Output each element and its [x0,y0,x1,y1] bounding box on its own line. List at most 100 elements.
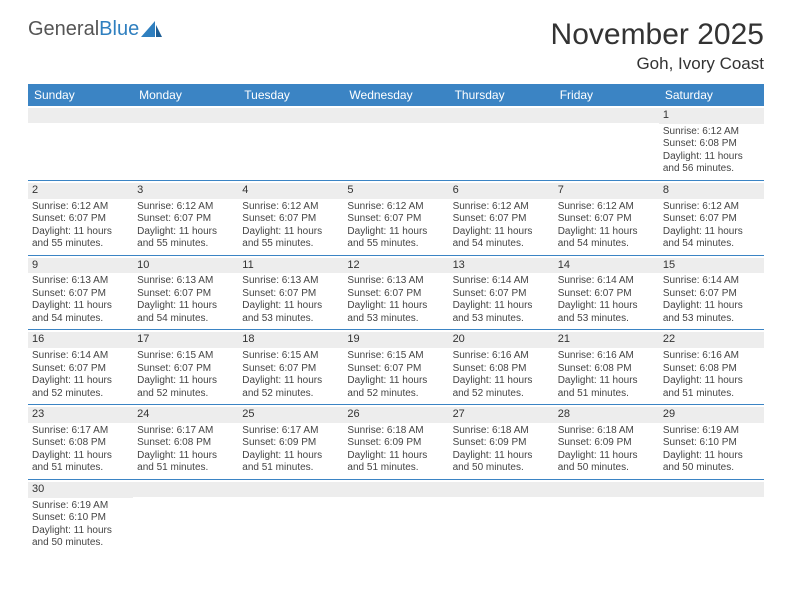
weekday-label: Thursday [449,84,554,106]
day-details: Sunrise: 6:13 AMSunset: 6:07 PMDaylight:… [347,275,444,325]
day-cell: 8Sunrise: 6:12 AMSunset: 6:07 PMDaylight… [659,181,764,255]
day-cell: 16 Sunrise: 6:14 AMSunset: 6:07 PMDayligh… [28,330,133,404]
day-number: 17 [133,332,238,348]
week-row: 23Sunrise: 6:17 AMSunset: 6:08 PMDayligh… [28,405,764,480]
week-row: 16 Sunrise: 6:14 AMSunset: 6:07 PMDayligh… [28,330,764,405]
day-number [449,108,554,123]
day-cell: 7 Sunrise: 6:12 AMSunset: 6:07 PMDaylight… [554,181,659,255]
day-number: 24 [133,407,238,423]
day-number: 1 [659,108,764,124]
day-cell: 28 Sunrise: 6:18 AMSunset: 6:09 PMDayligh… [554,405,659,479]
day-number [133,108,238,123]
day-number: 14 [554,258,659,274]
day-cell: 4 Sunrise: 6:12 AMSunset: 6:07 PMDaylight… [238,181,343,255]
weekday-header: SundayMondayTuesdayWednesdayThursdayFrid… [28,84,764,106]
day-number [659,482,764,497]
day-cell: 20Sunrise: 6:16 AMSunset: 6:08 PMDayligh… [449,330,554,404]
day-cell: 6Sunrise: 6:12 AMSunset: 6:07 PMDaylight… [449,181,554,255]
title-block: November 2025 Goh, Ivory Coast [551,18,764,74]
logo-text-1: General [28,18,99,41]
calendar-body: 1Sunrise: 6:12 AMSunset: 6:08 PMDaylight… [28,106,764,554]
day-details: Sunrise: 6:12 AMSunset: 6:07 PMDaylight:… [558,201,655,251]
day-number: 19 [343,332,448,348]
logo-text-2: Blue [99,18,139,41]
day-details: Sunrise: 6:16 AMSunset: 6:08 PMDaylight:… [453,350,550,400]
day-number [133,482,238,497]
day-number: 22 [659,332,764,348]
logo-sail-icon [141,21,163,39]
week-row: 2Sunrise: 6:12 AMSunset: 6:07 PMDaylight… [28,181,764,256]
day-cell [28,106,133,180]
day-number: 2 [28,183,133,199]
day-cell: 27 Sunrise: 6:18 AMSunset: 6:09 PMDayligh… [449,405,554,479]
day-number: 25 [238,407,343,423]
weekday-label: Saturday [659,84,764,106]
day-cell [238,106,343,180]
day-cell [554,106,659,180]
day-number: 7 [554,183,659,199]
day-details: Sunrise: 6:15 AMSunset: 6:07 PMDaylight:… [242,350,339,400]
logo: GeneralBlue [28,18,163,41]
day-number: 4 [238,183,343,199]
day-details: Sunrise: 6:14 AMSunset: 6:07 PMDaylight:… [453,275,550,325]
day-details: Sunrise: 6:18 AMSunset: 6:09 PMDaylight:… [453,425,550,475]
day-number [554,482,659,497]
day-details: Sunrise: 6:16 AMSunset: 6:08 PMDaylight:… [558,350,655,400]
day-details: Sunrise: 6:13 AMSunset: 6:07 PMDaylight:… [32,275,129,325]
day-cell: 18 Sunrise: 6:15 AMSunset: 6:07 PMDayligh… [238,330,343,404]
day-number: 10 [133,258,238,274]
weekday-label: Monday [133,84,238,106]
day-cell: 15Sunrise: 6:14 AMSunset: 6:07 PMDayligh… [659,256,764,330]
day-details: Sunrise: 6:14 AMSunset: 6:07 PMDaylight:… [32,350,129,400]
day-details: Sunrise: 6:14 AMSunset: 6:07 PMDaylight:… [558,275,655,325]
day-cell: 29Sunrise: 6:19 AMSunset: 6:10 PMDayligh… [659,405,764,479]
day-number: 12 [343,258,448,274]
day-details: Sunrise: 6:17 AMSunset: 6:08 PMDaylight:… [137,425,234,475]
location: Goh, Ivory Coast [551,54,764,74]
day-number [238,482,343,497]
day-cell: 17Sunrise: 6:15 AMSunset: 6:07 PMDayligh… [133,330,238,404]
day-cell [343,480,448,554]
day-number: 3 [133,183,238,199]
day-number: 18 [238,332,343,348]
day-cell: 12Sunrise: 6:13 AMSunset: 6:07 PMDayligh… [343,256,448,330]
day-cell: 30Sunrise: 6:19 AMSunset: 6:10 PMDayligh… [28,480,133,554]
page-header: GeneralBlue November 2025 Goh, Ivory Coa… [0,0,792,78]
day-details: Sunrise: 6:18 AMSunset: 6:09 PMDaylight:… [558,425,655,475]
day-number: 15 [659,258,764,274]
day-number: 16 [28,332,133,348]
day-number: 6 [449,183,554,199]
day-cell: 11Sunrise: 6:13 AMSunset: 6:07 PMDayligh… [238,256,343,330]
day-cell: 5Sunrise: 6:12 AMSunset: 6:07 PMDaylight… [343,181,448,255]
day-number [343,108,448,123]
month-title: November 2025 [551,18,764,52]
day-details: Sunrise: 6:18 AMSunset: 6:09 PMDaylight:… [347,425,444,475]
day-number [238,108,343,123]
weekday-label: Wednesday [343,84,448,106]
day-cell: 13Sunrise: 6:14 AMSunset: 6:07 PMDayligh… [449,256,554,330]
day-cell: 2 Sunrise: 6:12 AMSunset: 6:07 PMDaylight… [28,181,133,255]
weekday-label: Tuesday [238,84,343,106]
day-cell: 26Sunrise: 6:18 AMSunset: 6:09 PMDayligh… [343,405,448,479]
day-details: Sunrise: 6:12 AMSunset: 6:07 PMDaylight:… [32,201,129,251]
day-details: Sunrise: 6:13 AMSunset: 6:07 PMDaylight:… [137,275,234,325]
day-cell: 14Sunrise: 6:14 AMSunset: 6:07 PMDayligh… [554,256,659,330]
day-cell [133,480,238,554]
day-number: 5 [343,183,448,199]
day-details: Sunrise: 6:12 AMSunset: 6:07 PMDaylight:… [242,201,339,251]
day-details: Sunrise: 6:19 AMSunset: 6:10 PMDaylight:… [663,425,760,475]
day-cell [238,480,343,554]
day-cell: 21 Sunrise: 6:16 AMSunset: 6:08 PMDayligh… [554,330,659,404]
day-number: 13 [449,258,554,274]
day-details: Sunrise: 6:12 AMSunset: 6:07 PMDaylight:… [137,201,234,251]
day-details: Sunrise: 6:16 AMSunset: 6:08 PMDaylight:… [663,350,760,400]
weekday-label: Sunday [28,84,133,106]
day-cell: 19Sunrise: 6:15 AMSunset: 6:07 PMDayligh… [343,330,448,404]
calendar: SundayMondayTuesdayWednesdayThursdayFrid… [28,84,764,554]
day-number: 30 [28,482,133,498]
day-number: 21 [554,332,659,348]
day-number: 28 [554,407,659,423]
day-number: 27 [449,407,554,423]
day-details: Sunrise: 6:12 AMSunset: 6:07 PMDaylight:… [663,201,760,251]
day-cell [343,106,448,180]
